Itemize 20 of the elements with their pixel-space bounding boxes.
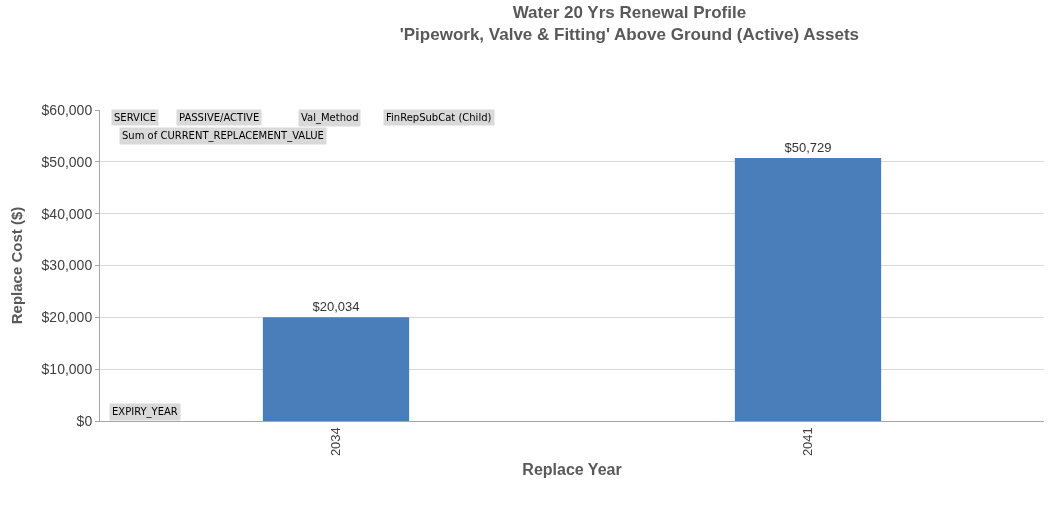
- y-tick-label: $0: [76, 412, 93, 429]
- data-label: $50,729: [784, 140, 832, 156]
- y-tick-label: $60,000: [41, 101, 93, 118]
- y-tick-label: $10,000: [41, 361, 93, 378]
- x-tick-label: 2034: [328, 427, 344, 457]
- annotation: Sum of CURRENT_REPLACEMENT_VALUE: [122, 130, 324, 142]
- y-tick-label: $40,000: [41, 205, 93, 222]
- y-axis-title: Replace Cost ($): [7, 206, 25, 325]
- y-tick-label: $30,000: [41, 257, 93, 274]
- chart-title: Water 20 Yrs Renewal Profile 'Pipework, Valve & Fitting' Above Ground (Active) Assets: [399, 3, 860, 45]
- annotation: SERVICE: [114, 112, 157, 123]
- annotation: FinRepSubCat (Child): [386, 112, 492, 123]
- x-axis-title: Replace Year: [522, 460, 622, 478]
- x-tick-label: 2041: [800, 427, 816, 457]
- data-label: $20,034: [312, 299, 360, 315]
- annotation: Val_Method: [301, 112, 359, 124]
- annotation: PASSIVE/ACTIVE: [179, 112, 260, 123]
- y-tick-label: $20,000: [41, 309, 93, 326]
- annotation: EXPIRY_YEAR: [112, 406, 178, 418]
- y-tick-label: $50,000: [41, 153, 93, 170]
